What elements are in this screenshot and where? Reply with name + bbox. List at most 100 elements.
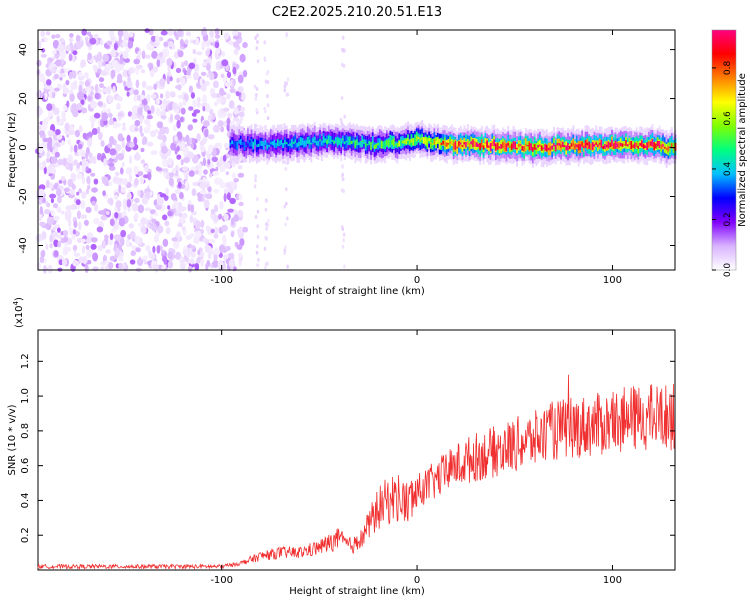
noise-cell	[140, 69, 146, 74]
signal-cell	[431, 143, 434, 146]
signal-cell	[595, 142, 598, 145]
noise-cell	[63, 187, 70, 193]
noise-cell	[86, 176, 91, 185]
noise-cell	[71, 70, 77, 79]
noise-cell	[66, 100, 70, 108]
noise-cell	[196, 97, 201, 103]
noise-cell	[284, 166, 288, 171]
noise-cell	[163, 258, 168, 265]
noise-cell	[141, 50, 146, 60]
noise-cell	[152, 245, 156, 254]
signal-cell	[243, 142, 246, 150]
noise-cell	[68, 53, 73, 62]
signal-cell	[502, 142, 504, 149]
noise-cell	[214, 247, 219, 256]
noise-cell	[263, 56, 267, 61]
noise-cell	[150, 94, 157, 99]
noise-cell	[233, 209, 238, 215]
noise-cell	[254, 215, 258, 219]
noise-cell	[286, 264, 289, 269]
signal-cell	[335, 137, 337, 144]
signal-cell	[363, 139, 365, 144]
noise-cell	[256, 40, 259, 44]
signal-cell	[546, 144, 548, 152]
noise-cell	[209, 30, 214, 37]
noise-cell	[106, 40, 112, 46]
noise-cell	[179, 76, 183, 83]
noise-cell	[65, 205, 72, 211]
noise-cell	[85, 206, 92, 214]
noise-cell	[52, 39, 60, 49]
noise-cell	[121, 162, 125, 167]
noise-cell	[266, 71, 269, 76]
noise-cell	[44, 116, 51, 122]
noise-cell	[122, 122, 126, 127]
noise-cell	[209, 108, 214, 115]
x-tick-label: -100	[210, 575, 233, 586]
signal-cell	[604, 144, 606, 149]
noise-cell	[77, 143, 83, 150]
noise-cell	[160, 110, 167, 116]
noise-cell	[166, 57, 173, 67]
noise-cell	[175, 251, 182, 260]
signal-cell	[356, 139, 358, 146]
noise-cell	[76, 172, 83, 180]
noise-cell	[175, 84, 182, 90]
noise-cell	[80, 60, 85, 68]
noise-cell	[286, 77, 290, 82]
noise-cell	[265, 226, 268, 231]
noise-cell	[266, 116, 270, 121]
noise-cell	[176, 77, 180, 84]
noise-cell	[81, 107, 88, 114]
noise-cell	[179, 116, 184, 123]
noise-cell	[50, 156, 58, 164]
noise-cell	[162, 214, 168, 221]
signal-cell	[350, 140, 353, 144]
noise-cell	[143, 174, 150, 179]
signal-cell	[247, 140, 249, 144]
signal-cell	[377, 142, 380, 146]
noise-cell	[61, 110, 66, 119]
signal-cell	[607, 141, 610, 149]
noise-cell	[211, 92, 217, 99]
noise-cell	[177, 50, 184, 58]
noise-cell	[90, 172, 96, 177]
noise-cell	[168, 177, 174, 187]
noise-cell	[157, 134, 164, 140]
signal-cell	[598, 143, 601, 145]
noise-cell	[190, 251, 196, 258]
noise-cell	[109, 135, 115, 145]
signal-cell	[642, 143, 645, 149]
noise-cell	[89, 37, 97, 45]
noise-cell	[207, 134, 215, 140]
noise-cell	[49, 182, 54, 190]
noise-cell	[178, 212, 183, 218]
noise-cell	[61, 210, 65, 215]
noise-cell	[169, 113, 174, 123]
noise-cell	[174, 136, 178, 142]
noise-cell	[126, 199, 132, 208]
signal-cell	[583, 146, 585, 149]
noise-cell	[141, 94, 145, 100]
noise-cell	[340, 96, 344, 100]
noise-cell	[56, 234, 63, 239]
noise-cell	[51, 34, 56, 39]
noise-cell	[232, 66, 237, 75]
signal-cell	[394, 144, 397, 146]
noise-cell	[86, 132, 94, 137]
signal-cell	[347, 136, 350, 145]
noise-cell	[85, 152, 89, 160]
colorbar: 0.0 0.2 0.4 0.6 0.8 Normalized spectral ampl…	[711, 29, 748, 277]
noise-cell	[138, 222, 142, 227]
y-tick-label: 0.4	[20, 492, 31, 508]
noise-cell	[286, 216, 289, 221]
noise-cell	[36, 107, 43, 116]
noise-cell	[126, 134, 131, 143]
noise-cell	[116, 73, 123, 82]
noise-cell	[174, 212, 180, 217]
signal-cell	[415, 135, 418, 141]
noise-cell	[180, 159, 184, 166]
noise-cell	[237, 209, 244, 218]
signal-cell	[496, 142, 499, 150]
